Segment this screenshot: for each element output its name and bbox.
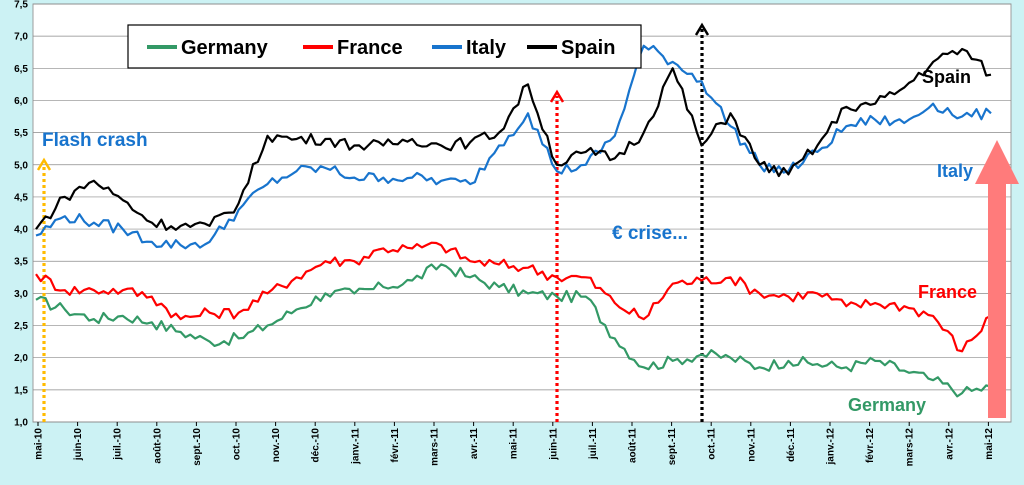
x-tick-label: sept.-10 (192, 428, 203, 466)
x-tick-label: avr.-12 (944, 428, 955, 460)
x-tick-label: mai-11 (509, 428, 520, 460)
x-tick-label: févr.-12 (865, 428, 876, 463)
series-label-italy: Italy (937, 161, 973, 181)
x-tick-label: mars-12 (905, 428, 916, 467)
trend-arrow (975, 140, 1019, 418)
x-tick-label: mai-12 (984, 428, 995, 460)
x-tick-label: juin-11 (548, 428, 559, 461)
x-tick-label: juil.-11 (588, 428, 599, 461)
series-lines (35, 44, 992, 398)
x-tick-label: janv.-12 (826, 428, 837, 466)
x-tick-label: nov.-11 (746, 428, 757, 462)
x-tick-label: mars-11 (430, 428, 441, 466)
x-tick-label: août-11 (628, 428, 639, 463)
x-tick-label: janv.-11 (350, 428, 361, 465)
legend-label-spain: Spain (561, 37, 615, 59)
y-tick-label: 1,5 (14, 385, 28, 396)
event-markers (36, 22, 710, 422)
flash-crash-marker-head (36, 157, 52, 171)
series-label-spain: Spain (922, 67, 971, 87)
x-tick-label: juin-10 (73, 428, 84, 462)
y-tick-label: 3,0 (14, 289, 28, 300)
trend-arrow-head (975, 140, 1019, 184)
series-label-germany: Germany (848, 395, 926, 415)
y-tick-label: 7,5 (14, 0, 28, 11)
y-tick-label: 4,0 (14, 225, 28, 236)
legend: Germany France Italy Spain (127, 24, 642, 69)
x-tick-label: juil.-10 (113, 428, 124, 461)
series-line-spain (35, 47, 992, 231)
x-tick-label: déc.-10 (311, 428, 322, 463)
y-tick-label: 4,5 (14, 192, 28, 203)
x-tick-label: oct.-11 (707, 428, 718, 460)
y-tick-label: 2,5 (14, 321, 28, 332)
annotation-euro-crisis: € crise... (612, 223, 688, 244)
july-2011-marker-head (549, 89, 565, 103)
y-axis-ticks: 1,0 1,5 2,0 2,5 3,0 3,5 4,0 4,5 5,0 5,5 6,0 6,5 7,0 7… (14, 0, 28, 429)
series-line-germany (35, 263, 992, 398)
x-tick-label: sept.-11 (667, 428, 678, 466)
annotation-flash-crash: Flash crash (42, 130, 148, 151)
plot-area (32, 3, 1012, 423)
x-tick-label: nov.-10 (271, 428, 282, 463)
x-axis-ticks: mai-10 juin-10 juil.-10 août-10 sept.-10 oct.… (34, 422, 1024, 466)
y-tick-label: 6,5 (14, 64, 28, 75)
y-tick-label: 5,0 (14, 160, 28, 171)
series-label-france: France (918, 282, 977, 302)
legend-label-italy: Italy (466, 37, 507, 59)
x-tick-label: févr.-11 (390, 428, 401, 463)
y-tick-label: 6,0 (14, 96, 28, 107)
y-tick-label: 3,5 (14, 257, 28, 268)
legend-label-germany: Germany (181, 37, 269, 59)
x-tick-label: déc.-11 (786, 428, 797, 462)
x-tick-label: août-10 (152, 428, 163, 464)
nov-2011-marker-head (694, 22, 710, 36)
y-tick-label: 5,5 (14, 128, 28, 139)
series-line-italy (35, 44, 992, 250)
legend-label-france: France (337, 37, 403, 59)
x-tick-label: avr.-11 (469, 428, 480, 460)
y-tick-label: 1,0 (14, 418, 28, 429)
gridlines (33, 3, 1011, 423)
y-tick-label: 2,0 (14, 353, 28, 364)
x-tick-label: mai-10 (34, 428, 45, 460)
series-line-france (35, 241, 992, 353)
x-tick-label: oct.-10 (232, 428, 243, 461)
trend-arrow-shaft (988, 178, 1006, 418)
y-tick-label: 7,0 (14, 32, 28, 43)
